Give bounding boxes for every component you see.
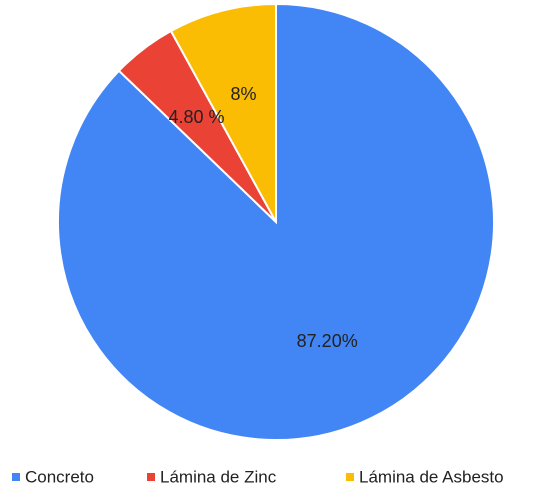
pie-slice	[169, 2, 277, 223]
legend-swatch	[12, 473, 20, 481]
legend: Concreto Lámina de Zinc Lámina de Asbesto	[12, 467, 504, 486]
slice-label: 4.80 %	[168, 107, 224, 127]
legend-swatch	[147, 473, 155, 481]
slice-label: 8%	[230, 84, 256, 104]
legend-swatch	[346, 473, 354, 481]
slice-labels: 87.20% 4.80 % 8%	[168, 84, 357, 351]
legend-label: Lámina de Asbesto	[359, 467, 504, 486]
pie	[57, 2, 495, 441]
legend-label: Lámina de Zinc	[160, 467, 277, 486]
slice-label: 87.20%	[297, 331, 358, 351]
legend-label: Concreto	[25, 467, 94, 486]
